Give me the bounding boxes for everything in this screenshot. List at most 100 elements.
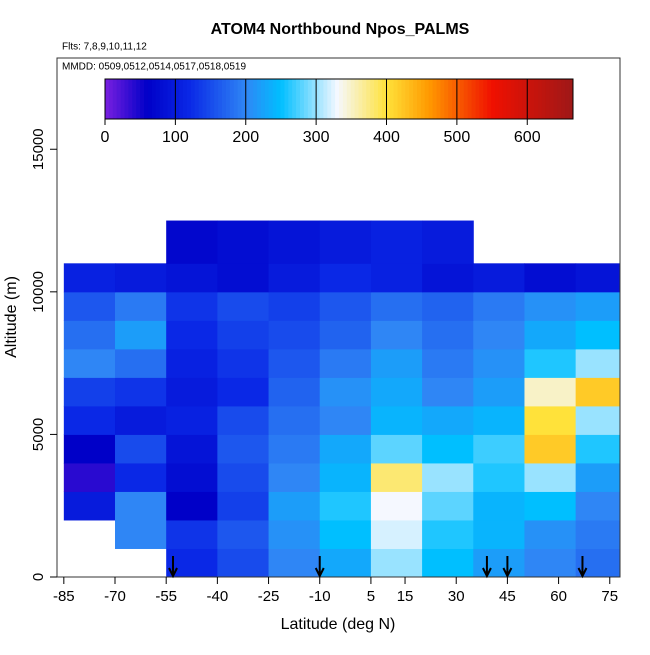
- colorbar-swatch: [151, 79, 157, 119]
- heat-cell: [422, 519, 474, 549]
- heat-cell: [370, 263, 423, 293]
- heat-cell: [319, 291, 372, 321]
- colorbar-swatch: [549, 79, 554, 119]
- heat-cell: [268, 320, 321, 350]
- heat-cell: [370, 434, 423, 464]
- heat-cell: [575, 320, 621, 350]
- colorbar-swatch: [370, 79, 375, 119]
- x-tick-label: 5: [367, 588, 375, 605]
- heat-cell: [524, 320, 577, 350]
- heat-cell: [319, 320, 372, 350]
- colorbar-swatch: [112, 79, 118, 119]
- colorbar-swatch: [467, 79, 473, 119]
- colorbar-swatch: [440, 79, 445, 119]
- arrow-marker: [577, 556, 588, 579]
- heat-cell: [166, 519, 218, 549]
- heat-cell: [319, 462, 372, 492]
- colorbar-swatch: [569, 79, 574, 119]
- heat-cell: [217, 263, 270, 293]
- heat-cell: [217, 348, 270, 378]
- heat-cell: [524, 291, 577, 321]
- colorbar-tick-label: 100: [162, 129, 189, 146]
- heat-cell: [473, 263, 525, 293]
- colorbar-swatch: [561, 79, 566, 119]
- colorbar-swatch: [452, 79, 457, 119]
- x-tick-label: -25: [258, 588, 280, 605]
- heat-cell: [217, 519, 270, 549]
- colorbar-swatch: [132, 79, 137, 119]
- colorbar-swatch: [264, 79, 270, 119]
- colorbar-swatch: [557, 79, 562, 119]
- heat-cell: [268, 548, 321, 578]
- colorbar-swatch: [292, 79, 297, 119]
- y-axis-label: Altitude (m): [3, 276, 20, 358]
- colorbar-swatch: [413, 79, 418, 119]
- heat-cell: [115, 320, 167, 350]
- colorbar-swatch: [397, 79, 402, 119]
- colorbar-swatch: [307, 79, 313, 119]
- colorbar-swatch: [498, 79, 504, 119]
- colorbar-swatch: [194, 79, 200, 119]
- colorbar-swatch: [424, 79, 430, 119]
- heat-cell: [524, 348, 577, 378]
- heat-cell: [217, 220, 270, 264]
- heat-cell: [166, 462, 218, 492]
- heat-cell: [370, 491, 423, 521]
- heat-cell: [115, 434, 167, 464]
- x-tick-label: 45: [499, 588, 516, 605]
- colorbar-swatch: [502, 79, 508, 119]
- heat-cell: [422, 291, 474, 321]
- colorbar-swatch: [245, 79, 250, 119]
- colorbar-swatch: [358, 79, 363, 119]
- heat-cell: [217, 491, 270, 521]
- colorbar-swatch: [147, 79, 153, 119]
- colorbar-swatch: [319, 79, 324, 119]
- colorbar-swatch: [405, 79, 410, 119]
- colorbar-swatch: [335, 79, 340, 119]
- colorbar-swatch: [381, 79, 387, 119]
- heat-cell: [370, 405, 423, 435]
- colorbar-swatch: [541, 79, 547, 119]
- colorbar-swatch: [257, 79, 262, 119]
- colorbar-swatch: [315, 79, 320, 119]
- colorbar-tick-label: 400: [373, 129, 400, 146]
- colorbar-swatch: [214, 79, 219, 119]
- colorbar-swatch: [237, 79, 242, 119]
- heat-cell: [319, 519, 372, 549]
- heat-cell: [268, 405, 321, 435]
- heat-cell: [166, 377, 218, 407]
- heat-cell: [422, 263, 474, 293]
- colorbar-swatch: [183, 79, 188, 119]
- colorbar-swatch: [272, 79, 278, 119]
- x-tick-label: -10: [309, 588, 331, 605]
- heat-cell: [319, 491, 372, 521]
- plot-frame: [56, 57, 621, 578]
- colorbar-swatch: [198, 79, 203, 119]
- heat-cell: [473, 291, 525, 321]
- heat-cell: [370, 462, 423, 492]
- heat-cell: [115, 405, 167, 435]
- heat-cell: [319, 348, 372, 378]
- heat-cell: [115, 491, 167, 521]
- heat-cell: [166, 263, 218, 293]
- colorbar-swatch: [276, 79, 281, 119]
- y-tick-label: 10000: [30, 271, 47, 313]
- colorbar-tick-label: 0: [101, 129, 110, 146]
- colorbar-swatch: [374, 79, 379, 119]
- x-tick-label: 60: [550, 588, 567, 605]
- colorbar-swatch: [296, 79, 301, 119]
- heat-cell: [268, 462, 321, 492]
- heat-cell: [63, 491, 116, 521]
- heat-cell: [422, 348, 474, 378]
- colorbar-swatch: [261, 79, 266, 119]
- colorbar-swatch: [300, 79, 305, 119]
- colorbar-swatch: [155, 79, 161, 119]
- colorbar-swatch: [463, 79, 469, 119]
- colorbar-swatch: [284, 79, 289, 119]
- colorbar-swatch: [522, 79, 527, 119]
- colorbar-swatch: [506, 79, 512, 119]
- arrow-marker: [482, 556, 492, 579]
- heat-cell: [575, 377, 621, 407]
- heat-cell: [524, 434, 577, 464]
- colorbar-swatch: [206, 79, 211, 119]
